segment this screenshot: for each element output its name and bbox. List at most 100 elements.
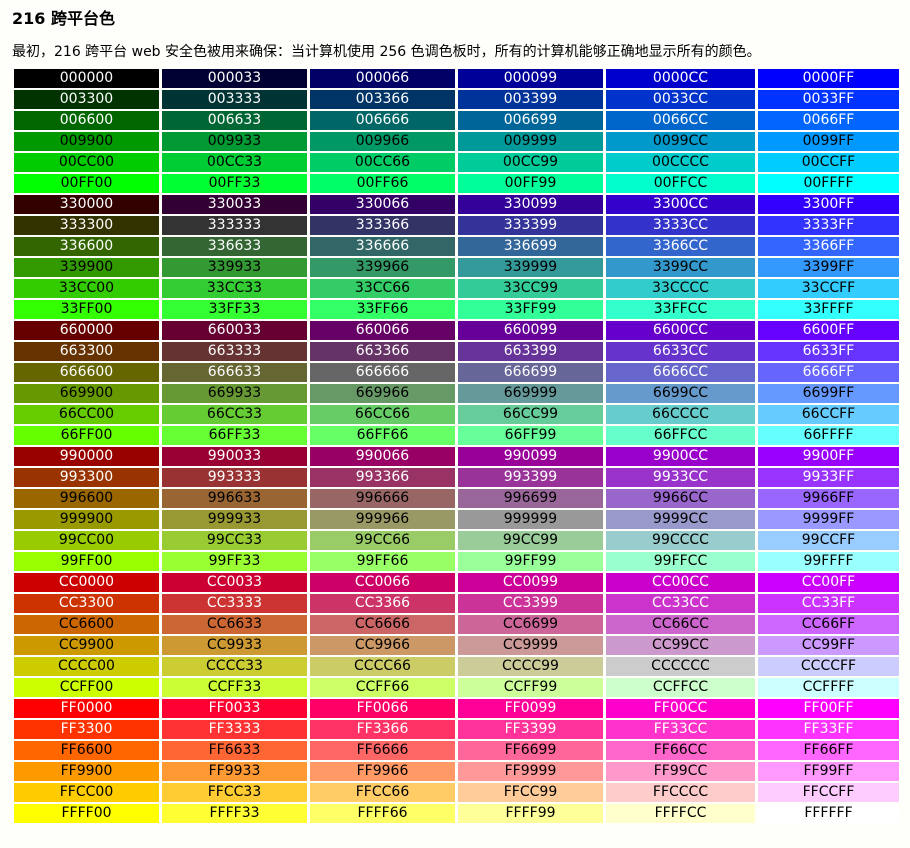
table-row: FF9900 FF9933 FF9966 FF9999 FF99CC FF99FF [14,762,899,781]
color-cell-9900ff: 9900FF [758,447,899,466]
color-cell-9900cc: 9900CC [606,447,755,466]
color-cell-003333: 003333 [162,90,307,109]
color-cell-ff0099: FF0099 [458,699,603,718]
color-cell-336633: 336633 [162,237,307,256]
color-cell-99ff33: 99FF33 [162,552,307,571]
color-cell-66cc33: 66CC33 [162,405,307,424]
color-cell-ffccff: FFCCFF [758,783,899,802]
color-cell-99ffcc: 99FFCC [606,552,755,571]
color-cell-ff0066: FF0066 [310,699,455,718]
color-cell-ff66cc: FF66CC [606,741,755,760]
color-cell-ffcc99: FFCC99 [458,783,603,802]
color-cell-33ccff: 33CCFF [758,279,899,298]
color-cell-ff6699: FF6699 [458,741,603,760]
color-cell-66ccff: 66CCFF [758,405,899,424]
color-cell-33cc66: 33CC66 [310,279,455,298]
color-cell-cc3300: CC3300 [14,594,159,613]
color-cell-993333: 993333 [162,468,307,487]
color-cell-330099: 330099 [458,195,603,214]
color-cell-66ff33: 66FF33 [162,426,307,445]
table-row: 339900 339933 339966 339999 3399CC 3399FF [14,258,899,277]
color-cell-00cccc: 00CCCC [606,153,755,172]
color-cell-3333cc: 3333CC [606,216,755,235]
color-cell-00ff66: 00FF66 [310,174,455,193]
color-cell-660099: 660099 [458,321,603,340]
color-cell-009900: 009900 [14,132,159,151]
color-cell-cc0033: CC0033 [162,573,307,592]
color-cell-666699: 666699 [458,363,603,382]
color-cell-9999ff: 9999FF [758,510,899,529]
color-cell-990099: 990099 [458,447,603,466]
table-row: FF6600 FF6633 FF6666 FF6699 FF66CC FF66FF [14,741,899,760]
table-row: 66CC00 66CC33 66CC66 66CC99 66CCCC 66CCFF [14,405,899,424]
table-row: CC9900 CC9933 CC9966 CC9999 CC99CC CC99FF [14,636,899,655]
color-cell-000066: 000066 [310,69,455,88]
color-cell-003300: 003300 [14,90,159,109]
color-cell-660033: 660033 [162,321,307,340]
color-cell-0066ff: 0066FF [758,111,899,130]
color-cell-6633cc: 6633CC [606,342,755,361]
table-row: 66FF00 66FF33 66FF66 66FF99 66FFCC 66FFFF [14,426,899,445]
table-row: 663300 663333 663366 663399 6633CC 6633FF [14,342,899,361]
table-row: CCFF00 CCFF33 CCFF66 CCFF99 CCFFCC CCFFFF [14,678,899,697]
color-cell-00cc99: 00CC99 [458,153,603,172]
color-cell-009966: 009966 [310,132,455,151]
color-cell-33ff99: 33FF99 [458,300,603,319]
table-row: 669900 669933 669966 669999 6699CC 6699FF [14,384,899,403]
color-cell-ffcc00: FFCC00 [14,783,159,802]
color-cell-ff33cc: FF33CC [606,720,755,739]
color-cell-0033cc: 0033CC [606,90,755,109]
color-cell-cc99ff: CC99FF [758,636,899,655]
table-row: 006600 006633 006666 006699 0066CC 0066FF [14,111,899,130]
color-cell-33ff33: 33FF33 [162,300,307,319]
color-cell-ffcccc: FFCCCC [606,783,755,802]
color-cell-ccff33: CCFF33 [162,678,307,697]
color-cell-3399cc: 3399CC [606,258,755,277]
color-cell-33cc00: 33CC00 [14,279,159,298]
color-cell-666633: 666633 [162,363,307,382]
color-cell-006600: 006600 [14,111,159,130]
color-cell-99cc99: 99CC99 [458,531,603,550]
color-cell-339966: 339966 [310,258,455,277]
color-cell-cc6666: CC6666 [310,615,455,634]
color-cell-33ffcc: 33FFCC [606,300,755,319]
color-cell-cccc00: CCCC00 [14,657,159,676]
color-cell-00ff00: 00FF00 [14,174,159,193]
color-cell-99cccc: 99CCCC [606,531,755,550]
color-cell-ff6666: FF6666 [310,741,455,760]
color-cell-00ccff: 00CCFF [758,153,899,172]
color-cell-006633: 006633 [162,111,307,130]
color-cell-000099: 000099 [458,69,603,88]
table-row: 000000 000033 000066 000099 0000CC 0000FF [14,69,899,88]
color-cell-33ffff: 33FFFF [758,300,899,319]
color-cell-6699ff: 6699FF [758,384,899,403]
color-cell-00cc33: 00CC33 [162,153,307,172]
color-cell-993399: 993399 [458,468,603,487]
color-cell-cccc66: CCCC66 [310,657,455,676]
color-cell-cc3399: CC3399 [458,594,603,613]
color-cell-0099cc: 0099CC [606,132,755,151]
color-cell-669900: 669900 [14,384,159,403]
color-cell-33ff66: 33FF66 [310,300,455,319]
color-cell-66ff00: 66FF00 [14,426,159,445]
table-row: 99CC00 99CC33 99CC66 99CC99 99CCCC 99CCFF [14,531,899,550]
color-cell-cc33ff: CC33FF [758,594,899,613]
page: 216 跨平台色 最初，216 跨平台 web 安全色被用来确保：当计算机使用 … [12,10,899,823]
color-cell-999966: 999966 [310,510,455,529]
color-cell-cc9900: CC9900 [14,636,159,655]
color-cell-33cc33: 33CC33 [162,279,307,298]
color-table-body: 000000 000033 000066 000099 0000CC 0000FF 0033… [14,69,899,823]
color-cell-ff6600: FF6600 [14,741,159,760]
color-cell-999900: 999900 [14,510,159,529]
color-cell-000000: 000000 [14,69,159,88]
color-cell-3366cc: 3366CC [606,237,755,256]
color-cell-00ff99: 00FF99 [458,174,603,193]
color-cell-cc9999: CC9999 [458,636,603,655]
color-cell-006699: 006699 [458,111,603,130]
color-cell-ccccff: CCCCFF [758,657,899,676]
table-row: 009900 009933 009966 009999 0099CC 0099FF [14,132,899,151]
color-cell-669999: 669999 [458,384,603,403]
color-cell-00cc66: 00CC66 [310,153,455,172]
color-cell-ff6633: FF6633 [162,741,307,760]
color-cell-9966ff: 9966FF [758,489,899,508]
